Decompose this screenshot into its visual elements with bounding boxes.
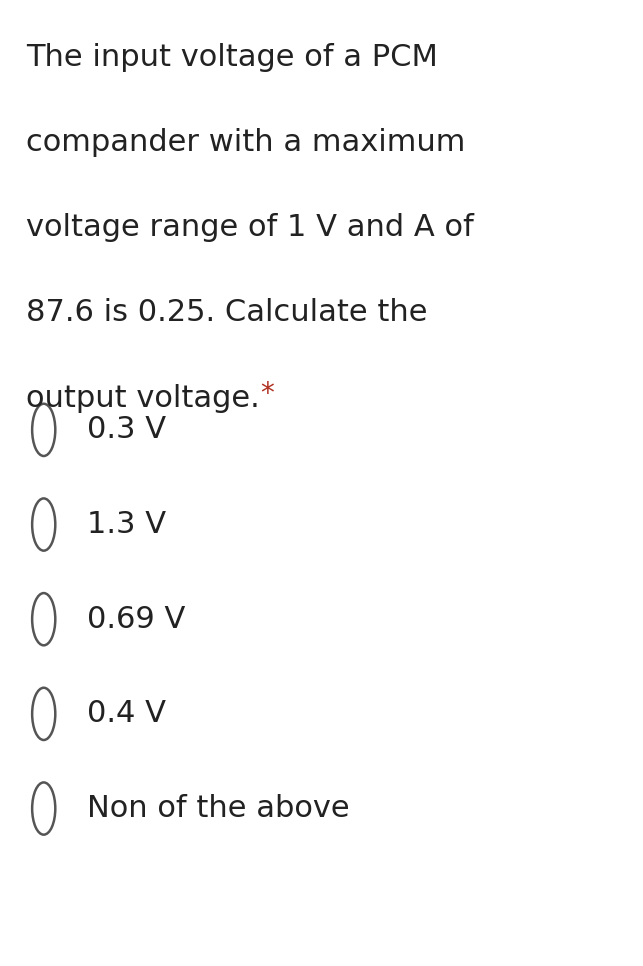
Text: The input voltage of a PCM: The input voltage of a PCM <box>26 43 438 72</box>
Text: Non of the above: Non of the above <box>87 794 349 823</box>
Text: 87.6 is 0.25. Calculate the: 87.6 is 0.25. Calculate the <box>26 298 427 327</box>
Text: 0.69 V: 0.69 V <box>87 605 185 634</box>
Text: 1.3 V: 1.3 V <box>87 510 166 539</box>
Text: *: * <box>260 380 274 408</box>
Text: compander with a maximum: compander with a maximum <box>26 128 465 157</box>
Text: 0.3 V: 0.3 V <box>87 415 166 444</box>
Text: 0.4 V: 0.4 V <box>87 699 166 728</box>
Text: output voltage.: output voltage. <box>26 384 269 412</box>
Text: voltage range of 1 V and A of: voltage range of 1 V and A of <box>26 213 473 242</box>
